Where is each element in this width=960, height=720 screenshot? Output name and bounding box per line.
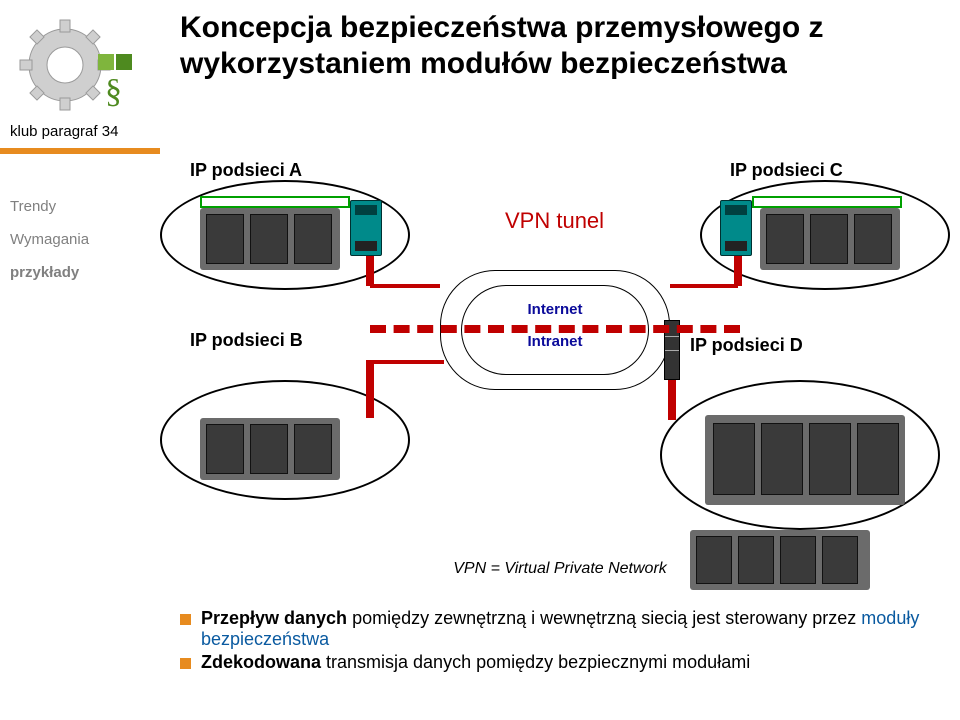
label-subnet-c: IP podsieci C: [730, 160, 843, 181]
page-title: Koncepcja bezpieczeństwa przemysłowego z…: [180, 10, 950, 82]
ring-a: [200, 196, 350, 208]
sidebar-item-przyklady[interactable]: przykłady: [10, 256, 150, 289]
svg-text:§: §: [105, 73, 122, 110]
vpn-tunnel-line: [370, 325, 740, 333]
label-subnet-b: IP podsieci B: [190, 330, 303, 351]
hw-cluster-d: [705, 415, 905, 505]
conn-b-down: [366, 360, 374, 418]
conn-c-down: [734, 256, 742, 286]
label-vpn-tunnel: VPN tunel: [505, 208, 604, 234]
cloud-label-intranet: Intranet: [441, 333, 669, 350]
conn-d-down: [668, 380, 676, 420]
sidebar-item-trendy[interactable]: Trendy: [10, 190, 150, 223]
bullet-icon: [180, 614, 191, 625]
logo: § klub paragraf 34: [10, 10, 150, 140]
vpn-definition: VPN = Virtual Private Network: [180, 560, 940, 578]
hw-cluster-a: [200, 208, 340, 270]
conn-b-to-cloud: [366, 360, 444, 364]
conn-c-to-cloud: [670, 284, 738, 288]
conn-a-to-cloud: [370, 284, 440, 288]
label-subnet-a: IP podsieci A: [190, 160, 302, 181]
accent-bar: [0, 148, 160, 154]
cloud-label-internet: Internet: [441, 301, 669, 318]
bullet-icon: [180, 658, 191, 669]
hw-cluster-b: [200, 418, 340, 480]
label-subnet-d: IP podsieci D: [690, 335, 803, 356]
network-diagram: IP podsieci A IP podsieci C IP podsieci …: [160, 160, 960, 590]
ring-c: [752, 196, 902, 208]
hw-cluster-c: [760, 208, 900, 270]
bullet-2: Zdekodowana transmisja danych pomiędzy b…: [180, 652, 940, 673]
sidebar-item-wymagania[interactable]: Wymagania: [10, 223, 150, 256]
logo-text: klub paragraf 34: [10, 123, 118, 140]
notes: VPN = Virtual Private Network Przepływ d…: [180, 560, 940, 675]
security-module-c: [720, 200, 752, 256]
bullet-1: Przepływ danych pomiędzy zewnętrzną i we…: [180, 608, 940, 650]
security-module-a: [350, 200, 382, 256]
conn-a-down: [366, 256, 374, 286]
sidebar: § klub paragraf 34 Trendy Wymagania przy…: [0, 0, 160, 720]
